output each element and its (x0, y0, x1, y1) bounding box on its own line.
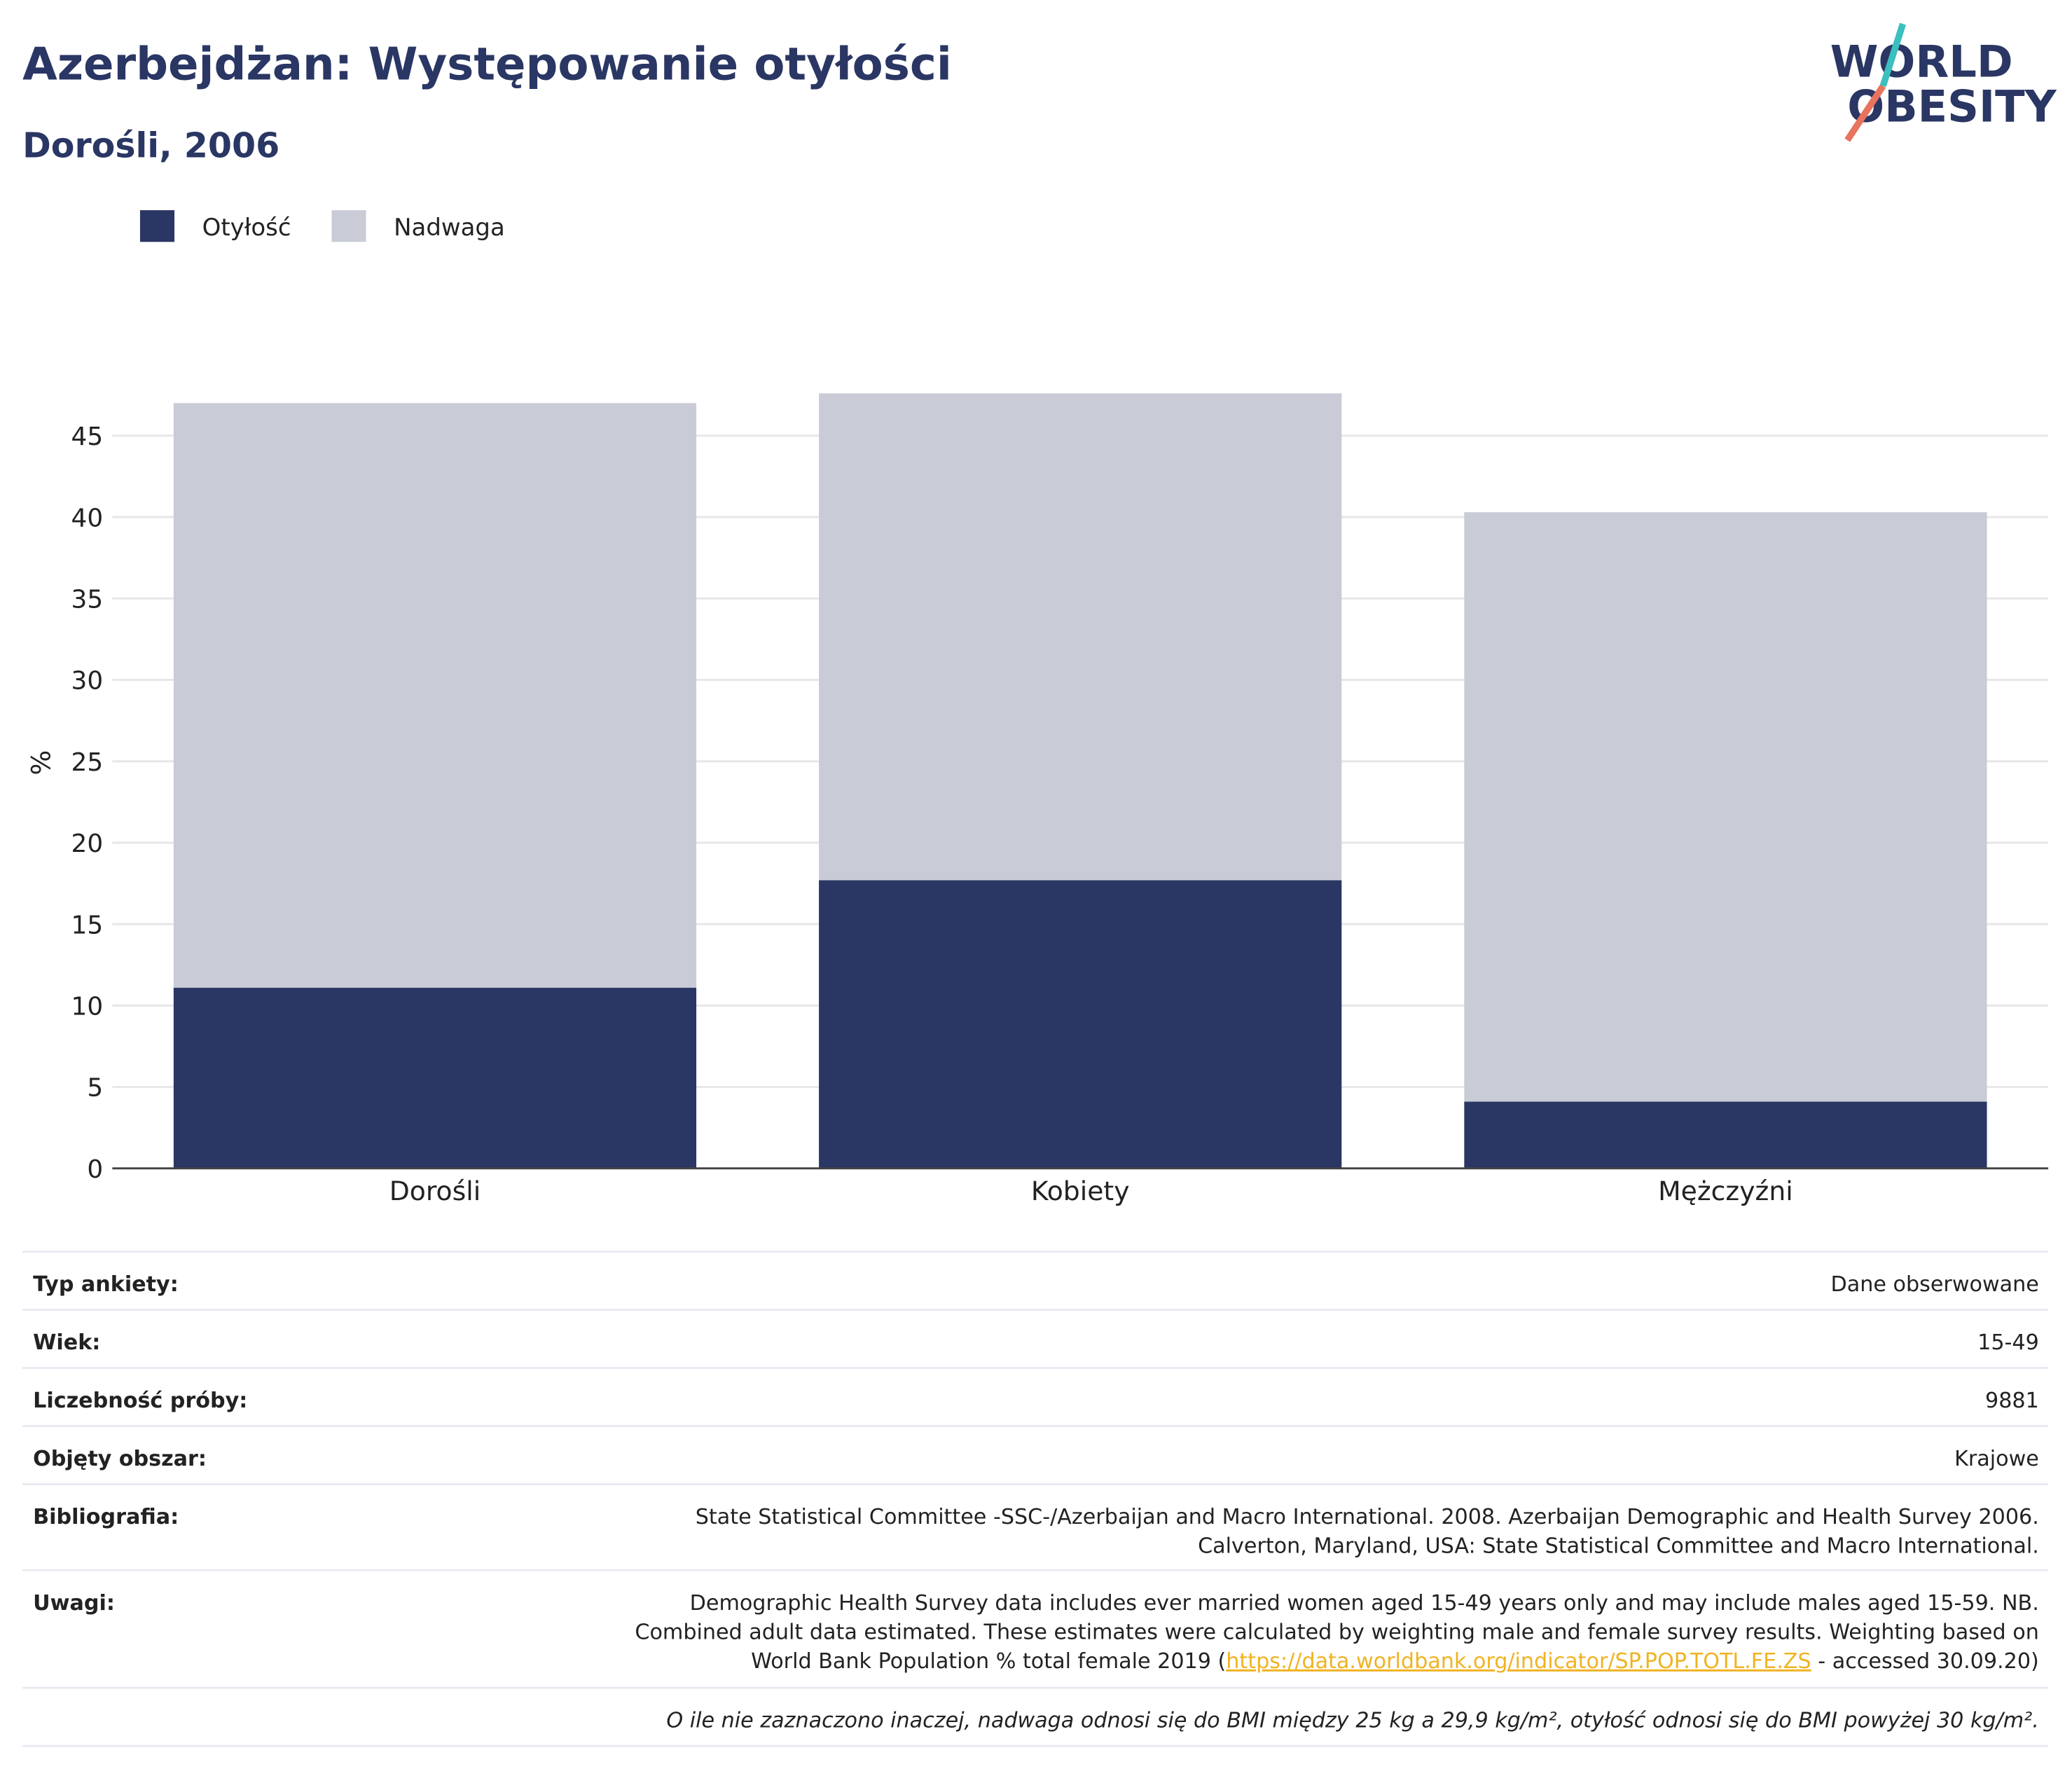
table-value: State Statistical Committee -SSC-/Azerba… (696, 1505, 2039, 1529)
footnote: O ile nie zaznaczono inaczej, nadwaga od… (666, 1709, 2038, 1733)
table-label: Uwagi: (33, 1591, 115, 1616)
table-value: World Bank Population % total female 201… (751, 1649, 2039, 1674)
y-axis-title: % (26, 750, 57, 776)
logo-text: WORLD (1830, 36, 2013, 87)
table-label: Wiek: (33, 1330, 100, 1355)
bar (1464, 512, 1987, 1102)
table-value: 15-49 (1977, 1330, 2039, 1355)
y-tick-label: 45 (71, 422, 104, 451)
y-tick-label: 0 (87, 1155, 103, 1184)
logo-slash (1844, 84, 1886, 142)
bar (173, 403, 697, 988)
table-value-part: World Bank Population % total female 201… (751, 1649, 1226, 1674)
logo-slash (1879, 22, 1907, 88)
x-tick-label: Kobiety (1031, 1176, 1130, 1206)
y-tick-label: 20 (71, 829, 104, 858)
table-value: Calverton, Maryland, USA: State Statisti… (1198, 1534, 2039, 1559)
bar (1464, 1101, 1987, 1169)
legend-swatch (331, 210, 366, 242)
table-value: Krajowe (1954, 1447, 2039, 1471)
table-value: 9881 (1985, 1389, 2039, 1413)
y-tick-label: 30 (71, 667, 104, 696)
table-label: Typ ankiety: (33, 1272, 179, 1297)
x-tick-label: Mężczyźni (1658, 1176, 1793, 1206)
logo: WORLD OBESITY (1830, 22, 2057, 142)
y-tick-label: 40 (71, 504, 104, 532)
bar (819, 880, 1342, 1169)
table-label: Liczebność próby: (33, 1389, 247, 1413)
y-tick-label: 5 (87, 1074, 103, 1103)
bar (173, 987, 697, 1169)
link[interactable]: https://data.worldbank.org/indicator/SP.… (1226, 1649, 1811, 1674)
table-value: Combined adult data estimated. These est… (635, 1620, 2038, 1644)
chart-subtitle: Dorośli, 2006 (22, 125, 279, 166)
legend-swatch (139, 210, 175, 242)
legend-label: Nadwaga (394, 214, 505, 242)
y-tick-label: 10 (71, 993, 104, 1021)
table-value: Demographic Health Survey data includes … (690, 1591, 2039, 1616)
table-label: Objęty obszar: (33, 1447, 207, 1471)
table-value: Dane obserwowane (1831, 1272, 2039, 1297)
y-tick-label: 25 (71, 748, 104, 777)
chart-title: Azerbejdżan: Występowanie otyłości (22, 38, 952, 90)
y-tick-label: 15 (71, 911, 104, 939)
y-tick-label: 35 (71, 585, 104, 614)
x-tick-label: Dorośli (389, 1176, 481, 1206)
table-value-part: - accessed 30.09.20) (1811, 1649, 2039, 1674)
legend-label: Otyłość (202, 214, 291, 242)
table-label: Bibliografia: (33, 1505, 179, 1529)
bar (819, 393, 1342, 881)
